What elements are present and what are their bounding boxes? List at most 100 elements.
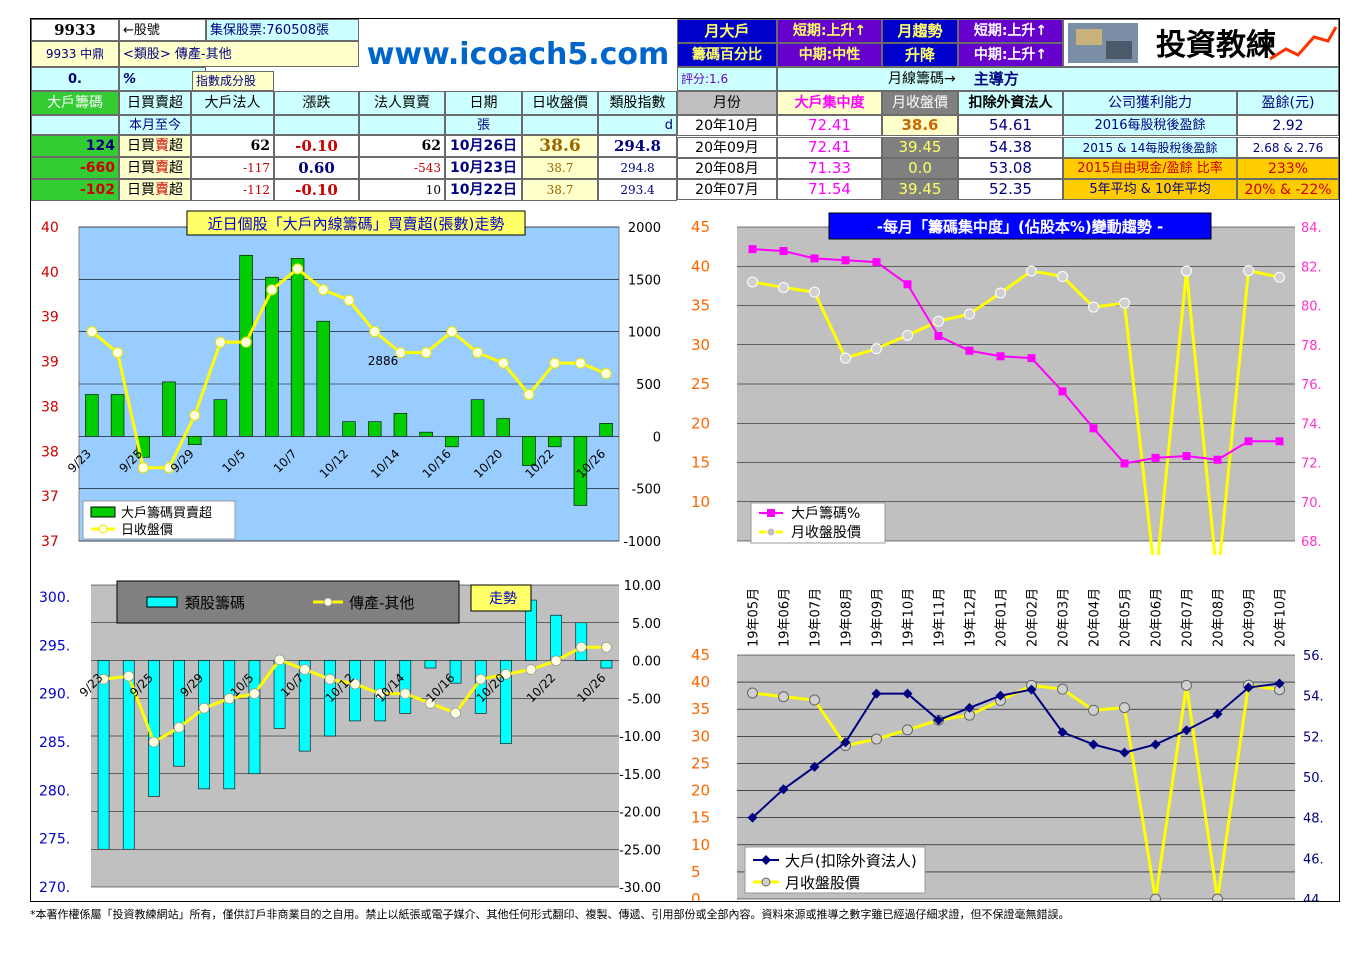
chart4-left-tick-label: 40 [691,673,710,691]
chart2-right-tick-label: 78. [1301,339,1322,354]
chart1-left-tick-label: 37 [41,534,59,550]
chart3-right-tick-label: -30.00 [619,881,661,896]
chart4-x-tick-label: 19年05月 [747,588,762,647]
chart2-concentration-point [1120,459,1129,468]
chart1-close-point [292,263,304,275]
chart4-big-point [840,737,851,748]
daily-type-a: 日買 [127,182,155,198]
chart1-bar [85,394,99,437]
daily-header-5: 日期 [445,91,522,115]
chart1-right-tick-label: 0 [653,430,661,445]
daily-type-b: 賣 [155,138,169,154]
chart1-close-point [266,284,278,296]
chart3-index-point [500,668,512,680]
daily-holder: -117 [191,157,274,179]
big-holder-label: 月大戶 [677,19,777,43]
daily-institutional: 62 [359,135,445,157]
profit-description: 2015自由現金/盈餘 比率 [1063,158,1237,179]
chart4-close-point [778,691,789,703]
monthly-header-0: 月份 [677,91,777,115]
month-row-blank-2 [191,115,274,135]
copyright-footer: *本著作權係屬「投資教練網站」所有，僅供訂戶非商業目的之自用。禁止以紙張或電子媒… [30,908,1070,921]
chart4-big-point [902,688,913,699]
chart2-close-point [840,352,851,364]
chart2-legend-close-label: 月收盤股價 [791,524,861,541]
chart1-right-tick-label: -500 [631,483,661,498]
chart2-concentration-point [934,331,943,340]
chart1-close-point [394,347,406,359]
chart3-index-point [324,673,336,685]
chart2-left-tick-label: 35 [691,297,710,315]
daily-sector-index: 294.8 [598,135,677,157]
chart2-close-point [871,343,882,355]
chart2-close-point [1119,297,1130,309]
chart4-right-tick-label: 50. [1303,771,1324,786]
month-row-blank-4 [359,115,445,135]
chart3-right-tick-label: -25.00 [619,843,661,858]
chart4-big-point [964,702,975,713]
chart2-right-tick-label: 76. [1301,378,1322,393]
chart1-close-point [86,326,98,338]
chart2-close-point [933,315,944,327]
chart4-left-tick-label: 35 [691,700,710,718]
chart1-close-point [369,326,381,338]
score: 評分:1.6 [677,67,777,91]
chart4-big-point [1181,725,1192,736]
chart2-close-point [1243,265,1254,277]
chart1-bar [316,320,331,437]
chart2-concentration-point [1089,424,1098,433]
chart3-index-point [374,688,386,700]
daily-header-0: 大戶籌碼 [31,91,119,115]
chart3-bar [324,660,336,737]
chart4-big-point [1057,727,1068,738]
chart3-bar [198,660,210,790]
chart2-title: -每月「籌碼集中度」(佔股本%)變動趨勢 - [877,218,1163,236]
chart4-close-point [1150,893,1161,901]
chart3-left-tick-label: 290. [39,687,70,703]
month-row-unit: 張 [445,115,522,135]
big-holder-label-2: 籌碼百分比 [677,43,777,67]
chart2-close-point [747,276,758,288]
chart2-right-tick-label: 84. [1301,221,1322,236]
daily-institutional: -543 [359,157,445,179]
website-banner[interactable]: www.icoach5.com [359,19,677,91]
pledge-shares: 集保股票:760508張 [206,19,359,41]
logo-text: 投資教練 [1156,28,1276,63]
chart3-bar [298,660,311,752]
chart2-legend [750,502,886,544]
chart1-bar [162,381,176,437]
chart4-left-tick-label: 45 [691,646,710,664]
logo-arrow [1269,26,1338,61]
chart4-close-point [747,687,758,699]
zero-value: 0. [31,67,119,91]
chart4-close-point [1057,683,1068,695]
daily-holder: 62 [191,135,274,157]
chart1-close-point [163,462,175,474]
daily-close: 38.6 [522,135,598,157]
chart1-close-point [214,336,226,348]
daily-type-b: 賣 [155,160,169,176]
chart1-right-tick-label: 2000 [628,221,661,236]
daily-type-cell: 日買賣超 [119,135,191,157]
profit-value: 2.68 & 2.76 [1237,137,1339,158]
month-row-blank [31,115,119,135]
daily-big-holder: 124 [31,135,119,157]
daily-big-holder: -102 [31,179,119,201]
chart4-x-tick-label: 20年01月 [995,588,1010,647]
chart3-bar [173,660,185,767]
chart4-big-point [778,784,789,795]
month-row-d: d [598,115,677,135]
chart1-close-point [446,326,458,338]
chart3-index-point [249,688,260,700]
logo-banner: 投資教練 [1063,19,1339,67]
month-row-blank-3 [274,115,359,135]
daily-type-c: 超 [169,182,183,198]
chart3-index-point [525,664,537,675]
chart1-bar [187,436,202,446]
chart3-right-tick-label: 10.00 [624,579,661,594]
pct-unit: % [119,67,206,91]
chart1-close-point [600,368,612,380]
chart3-right-tick-label: -20.00 [619,806,661,821]
chart2-left-tick-label: 45 [691,218,710,236]
chart1-bar [445,436,459,448]
